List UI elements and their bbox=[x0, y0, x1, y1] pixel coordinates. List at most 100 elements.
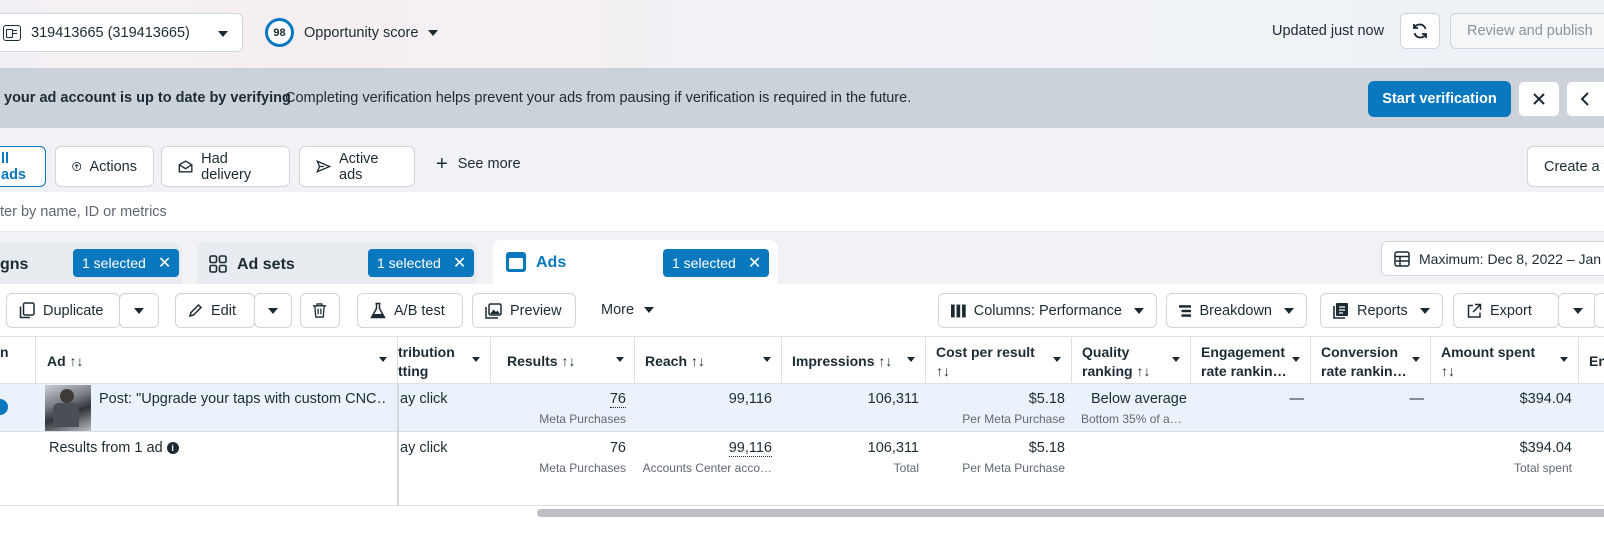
totals-reach[interactable]: 99,116 bbox=[728, 440, 772, 457]
row-results-sub: Meta Purchases bbox=[539, 412, 626, 426]
col-conversion-ranking[interactable]: Conversion rate rankin… bbox=[1311, 336, 1431, 384]
chevron-down-icon bbox=[1134, 307, 1144, 314]
tab-campaigns-label: gns bbox=[0, 256, 29, 273]
ab-test-button[interactable]: A/B test bbox=[357, 293, 463, 328]
reports-button[interactable]: Reports bbox=[1320, 293, 1443, 328]
tab-ad-sets[interactable]: Ad sets 1 selected ✕ bbox=[197, 242, 477, 284]
filter-active-ads[interactable]: Active ads bbox=[299, 146, 415, 187]
duplicate-dropdown[interactable] bbox=[119, 293, 159, 328]
chevron-down-icon bbox=[1292, 357, 1300, 362]
frozen-column-divider bbox=[397, 384, 399, 506]
col-engagement-ranking[interactable]: Engagement rate rankin… bbox=[1191, 336, 1311, 384]
filter-actions[interactable]: Actions bbox=[55, 146, 154, 187]
col-engagement-label-1: Engagement bbox=[1201, 344, 1286, 360]
more-button[interactable]: More bbox=[601, 302, 655, 318]
account-selector[interactable]: 319413665 (319413665) bbox=[0, 13, 243, 52]
export-dropdown[interactable] bbox=[1558, 293, 1598, 328]
totals-results: 76 bbox=[609, 440, 626, 456]
banner-prev-button[interactable] bbox=[1566, 81, 1604, 117]
duplicate-button[interactable]: Duplicate bbox=[6, 293, 120, 328]
col-cost-per-result[interactable]: Cost per result ↑↓ bbox=[926, 336, 1072, 384]
info-icon[interactable]: i bbox=[166, 442, 179, 454]
filter-actions-label: Actions bbox=[89, 158, 137, 175]
preview-button[interactable]: Preview bbox=[472, 293, 576, 328]
ad-name[interactable]: Post: "Upgrade your taps with custom CNC… bbox=[99, 391, 385, 407]
chevron-down-icon bbox=[1560, 357, 1568, 362]
updated-status: Updated just now bbox=[1272, 23, 1385, 39]
toolbar-overflow-button[interactable] bbox=[1594, 293, 1604, 328]
chevron-left-icon bbox=[1580, 92, 1589, 106]
close-icon[interactable]: ✕ bbox=[747, 255, 762, 272]
banner-text: Completing verification helps prevent yo… bbox=[285, 90, 912, 106]
upload-circle-icon bbox=[72, 162, 82, 171]
reports-icon bbox=[1333, 302, 1348, 319]
row-quality: Below average bbox=[1091, 391, 1187, 407]
status-toggle[interactable] bbox=[0, 399, 8, 415]
close-icon bbox=[1533, 93, 1545, 105]
col-results-label: Results ↑↓ bbox=[507, 353, 576, 369]
see-more-button[interactable]: + See more bbox=[436, 154, 521, 174]
chevron-down-icon bbox=[268, 307, 278, 314]
chevron-down-icon bbox=[1419, 307, 1430, 314]
chevron-down-icon bbox=[1172, 357, 1180, 362]
col-impressions[interactable]: Impressions ↑↓ bbox=[782, 336, 926, 384]
opportunity-score-button[interactable]: 98 Opportunity score bbox=[265, 18, 439, 47]
row-results[interactable]: 76 bbox=[609, 391, 626, 408]
date-range-label: Maximum: Dec 8, 2022 – Jan bbox=[1419, 250, 1602, 267]
table-row[interactable] bbox=[0, 384, 1604, 432]
col-attribution[interactable]: tribution tting bbox=[398, 336, 491, 384]
search-bar[interactable]: ter by name, ID or metrics bbox=[0, 192, 1604, 232]
campaigns-selected-label: 1 selected bbox=[82, 255, 146, 271]
row-cost-per-result-sub: Per Meta Purchase bbox=[962, 412, 1065, 426]
col-ad[interactable]: Ad ↑↓ bbox=[37, 336, 398, 384]
adsets-selected-badge[interactable]: 1 selected ✕ bbox=[368, 249, 475, 277]
col-amount-label-2: ↑↓ bbox=[1441, 363, 1455, 379]
tab-ads[interactable]: Ads 1 selected ✕ bbox=[493, 240, 778, 284]
pencil-icon bbox=[188, 303, 203, 318]
totals-cost-per-result: $5.18 bbox=[1028, 440, 1065, 456]
export-button[interactable]: Export bbox=[1453, 293, 1559, 328]
col-quality-ranking[interactable]: Quality ranking ↑↓ bbox=[1072, 336, 1191, 384]
tab-campaigns[interactable]: gns 1 selected ✕ bbox=[0, 242, 182, 284]
col-ends[interactable]: En bbox=[1579, 336, 1604, 384]
account-label: 319413665 (319413665) bbox=[31, 24, 190, 41]
search-input[interactable]: ter by name, ID or metrics bbox=[0, 204, 167, 220]
create-view-button[interactable]: Create a v bbox=[1527, 146, 1604, 187]
filter-had-delivery-label: Had delivery bbox=[201, 150, 252, 183]
col-ad-label: Ad ↑↓ bbox=[47, 353, 84, 369]
chevron-down-icon bbox=[1573, 307, 1583, 314]
row-attribution: ay click bbox=[400, 391, 448, 407]
refresh-button[interactable] bbox=[1400, 13, 1440, 49]
ads-selected-label: 1 selected bbox=[672, 255, 736, 271]
chevron-down-icon bbox=[428, 29, 439, 36]
start-verification-button[interactable]: Start verification bbox=[1368, 81, 1511, 117]
close-icon[interactable]: ✕ bbox=[157, 255, 172, 272]
ad-window-icon bbox=[506, 252, 526, 272]
campaigns-selected-badge[interactable]: 1 selected ✕ bbox=[73, 249, 180, 277]
filter-had-delivery[interactable]: Had delivery bbox=[161, 146, 290, 187]
col-status[interactable]: n bbox=[0, 336, 36, 384]
col-reach[interactable]: Reach ↑↓ bbox=[635, 336, 782, 384]
ad-thumbnail bbox=[45, 385, 91, 431]
breakdown-button[interactable]: Breakdown bbox=[1166, 293, 1307, 328]
columns-button[interactable]: Columns: Performance bbox=[938, 293, 1157, 328]
totals-reach-sub: Accounts Center acco… bbox=[642, 461, 772, 475]
close-icon[interactable]: ✕ bbox=[452, 255, 467, 272]
banner-close-button[interactable] bbox=[1518, 81, 1560, 117]
col-results[interactable]: Results ↑↓ bbox=[491, 336, 635, 384]
edit-button[interactable]: Edit bbox=[175, 293, 255, 328]
delete-button[interactable] bbox=[300, 293, 340, 328]
table-header bbox=[0, 336, 1604, 384]
review-publish-button[interactable]: Review and publish bbox=[1450, 13, 1604, 49]
edit-dropdown[interactable] bbox=[254, 293, 292, 328]
col-amount-spent[interactable]: Amount spent ↑↓ bbox=[1431, 336, 1579, 384]
horizontal-scrollbar[interactable] bbox=[537, 509, 1604, 517]
filter-all-ads[interactable]: ll ads bbox=[0, 146, 46, 187]
image-icon bbox=[485, 302, 502, 319]
opportunity-score-badge: 98 bbox=[265, 18, 294, 47]
ads-selected-badge[interactable]: 1 selected ✕ bbox=[663, 249, 770, 277]
col-quality-label-2: ranking ↑↓ bbox=[1082, 363, 1151, 379]
row-conversion: — bbox=[1409, 391, 1425, 407]
date-range-picker[interactable]: Maximum: Dec 8, 2022 – Jan bbox=[1381, 241, 1604, 276]
row-impressions: 106,311 bbox=[867, 391, 919, 407]
